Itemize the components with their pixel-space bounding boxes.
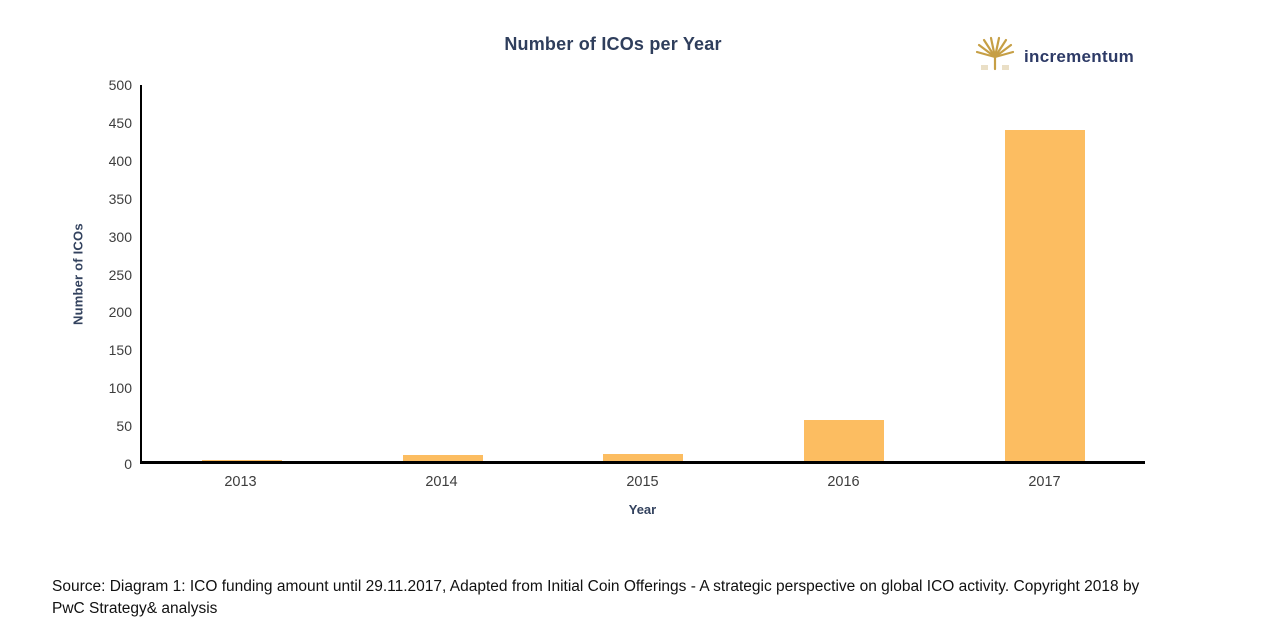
bar-slot xyxy=(543,85,744,461)
chart-title: Number of ICOs per Year xyxy=(504,34,722,54)
y-tick-label: 350 xyxy=(108,190,132,207)
logo-base-right xyxy=(1002,65,1009,70)
y-tick-label: 200 xyxy=(108,304,132,321)
tree-icon xyxy=(975,36,1015,77)
x-tick-label: 2015 xyxy=(626,474,659,490)
bar-2013 xyxy=(202,459,283,461)
x-tick-label: 2013 xyxy=(224,474,257,490)
plot-area xyxy=(140,85,1145,464)
x-axis-ticks: 2013 2014 2015 2016 2017 xyxy=(140,474,1145,490)
logo-text: incrementum xyxy=(1024,46,1135,66)
bar-2015 xyxy=(603,454,684,461)
x-tick-label: 2014 xyxy=(425,474,458,490)
y-tick-label: 500 xyxy=(108,77,132,93)
logo-base-left xyxy=(981,65,988,70)
y-tick-label: 250 xyxy=(108,266,132,283)
y-axis-ticks: 0 50 100 150 200 250 300 350 400 450 500 xyxy=(88,77,132,472)
bar-slot xyxy=(142,85,343,461)
bar-2016 xyxy=(804,419,885,461)
y-tick-label: 100 xyxy=(108,380,132,397)
source-caption: Source: Diagram 1: ICO funding amount un… xyxy=(52,578,1140,617)
y-axis-label: Number of ICOs xyxy=(70,223,86,326)
x-axis-label: Year xyxy=(628,502,657,517)
y-tick-label: 450 xyxy=(108,114,132,131)
y-tick-label: 150 xyxy=(108,342,132,359)
bar-2017 xyxy=(1004,130,1085,461)
bar-2014 xyxy=(402,454,483,461)
y-tick-label: 400 xyxy=(108,152,132,169)
incrementum-logo: incrementum xyxy=(975,36,1134,77)
bar-slot xyxy=(944,85,1145,461)
x-tick-label: 2017 xyxy=(1028,474,1061,490)
y-tick-label: 50 xyxy=(116,418,132,435)
y-tick-label: 300 xyxy=(108,228,132,245)
bars-container xyxy=(142,85,1145,461)
x-tick-label: 2016 xyxy=(827,474,860,490)
y-tick-label: 0 xyxy=(124,456,132,472)
bar-slot xyxy=(343,85,544,461)
bar-slot xyxy=(744,85,945,461)
